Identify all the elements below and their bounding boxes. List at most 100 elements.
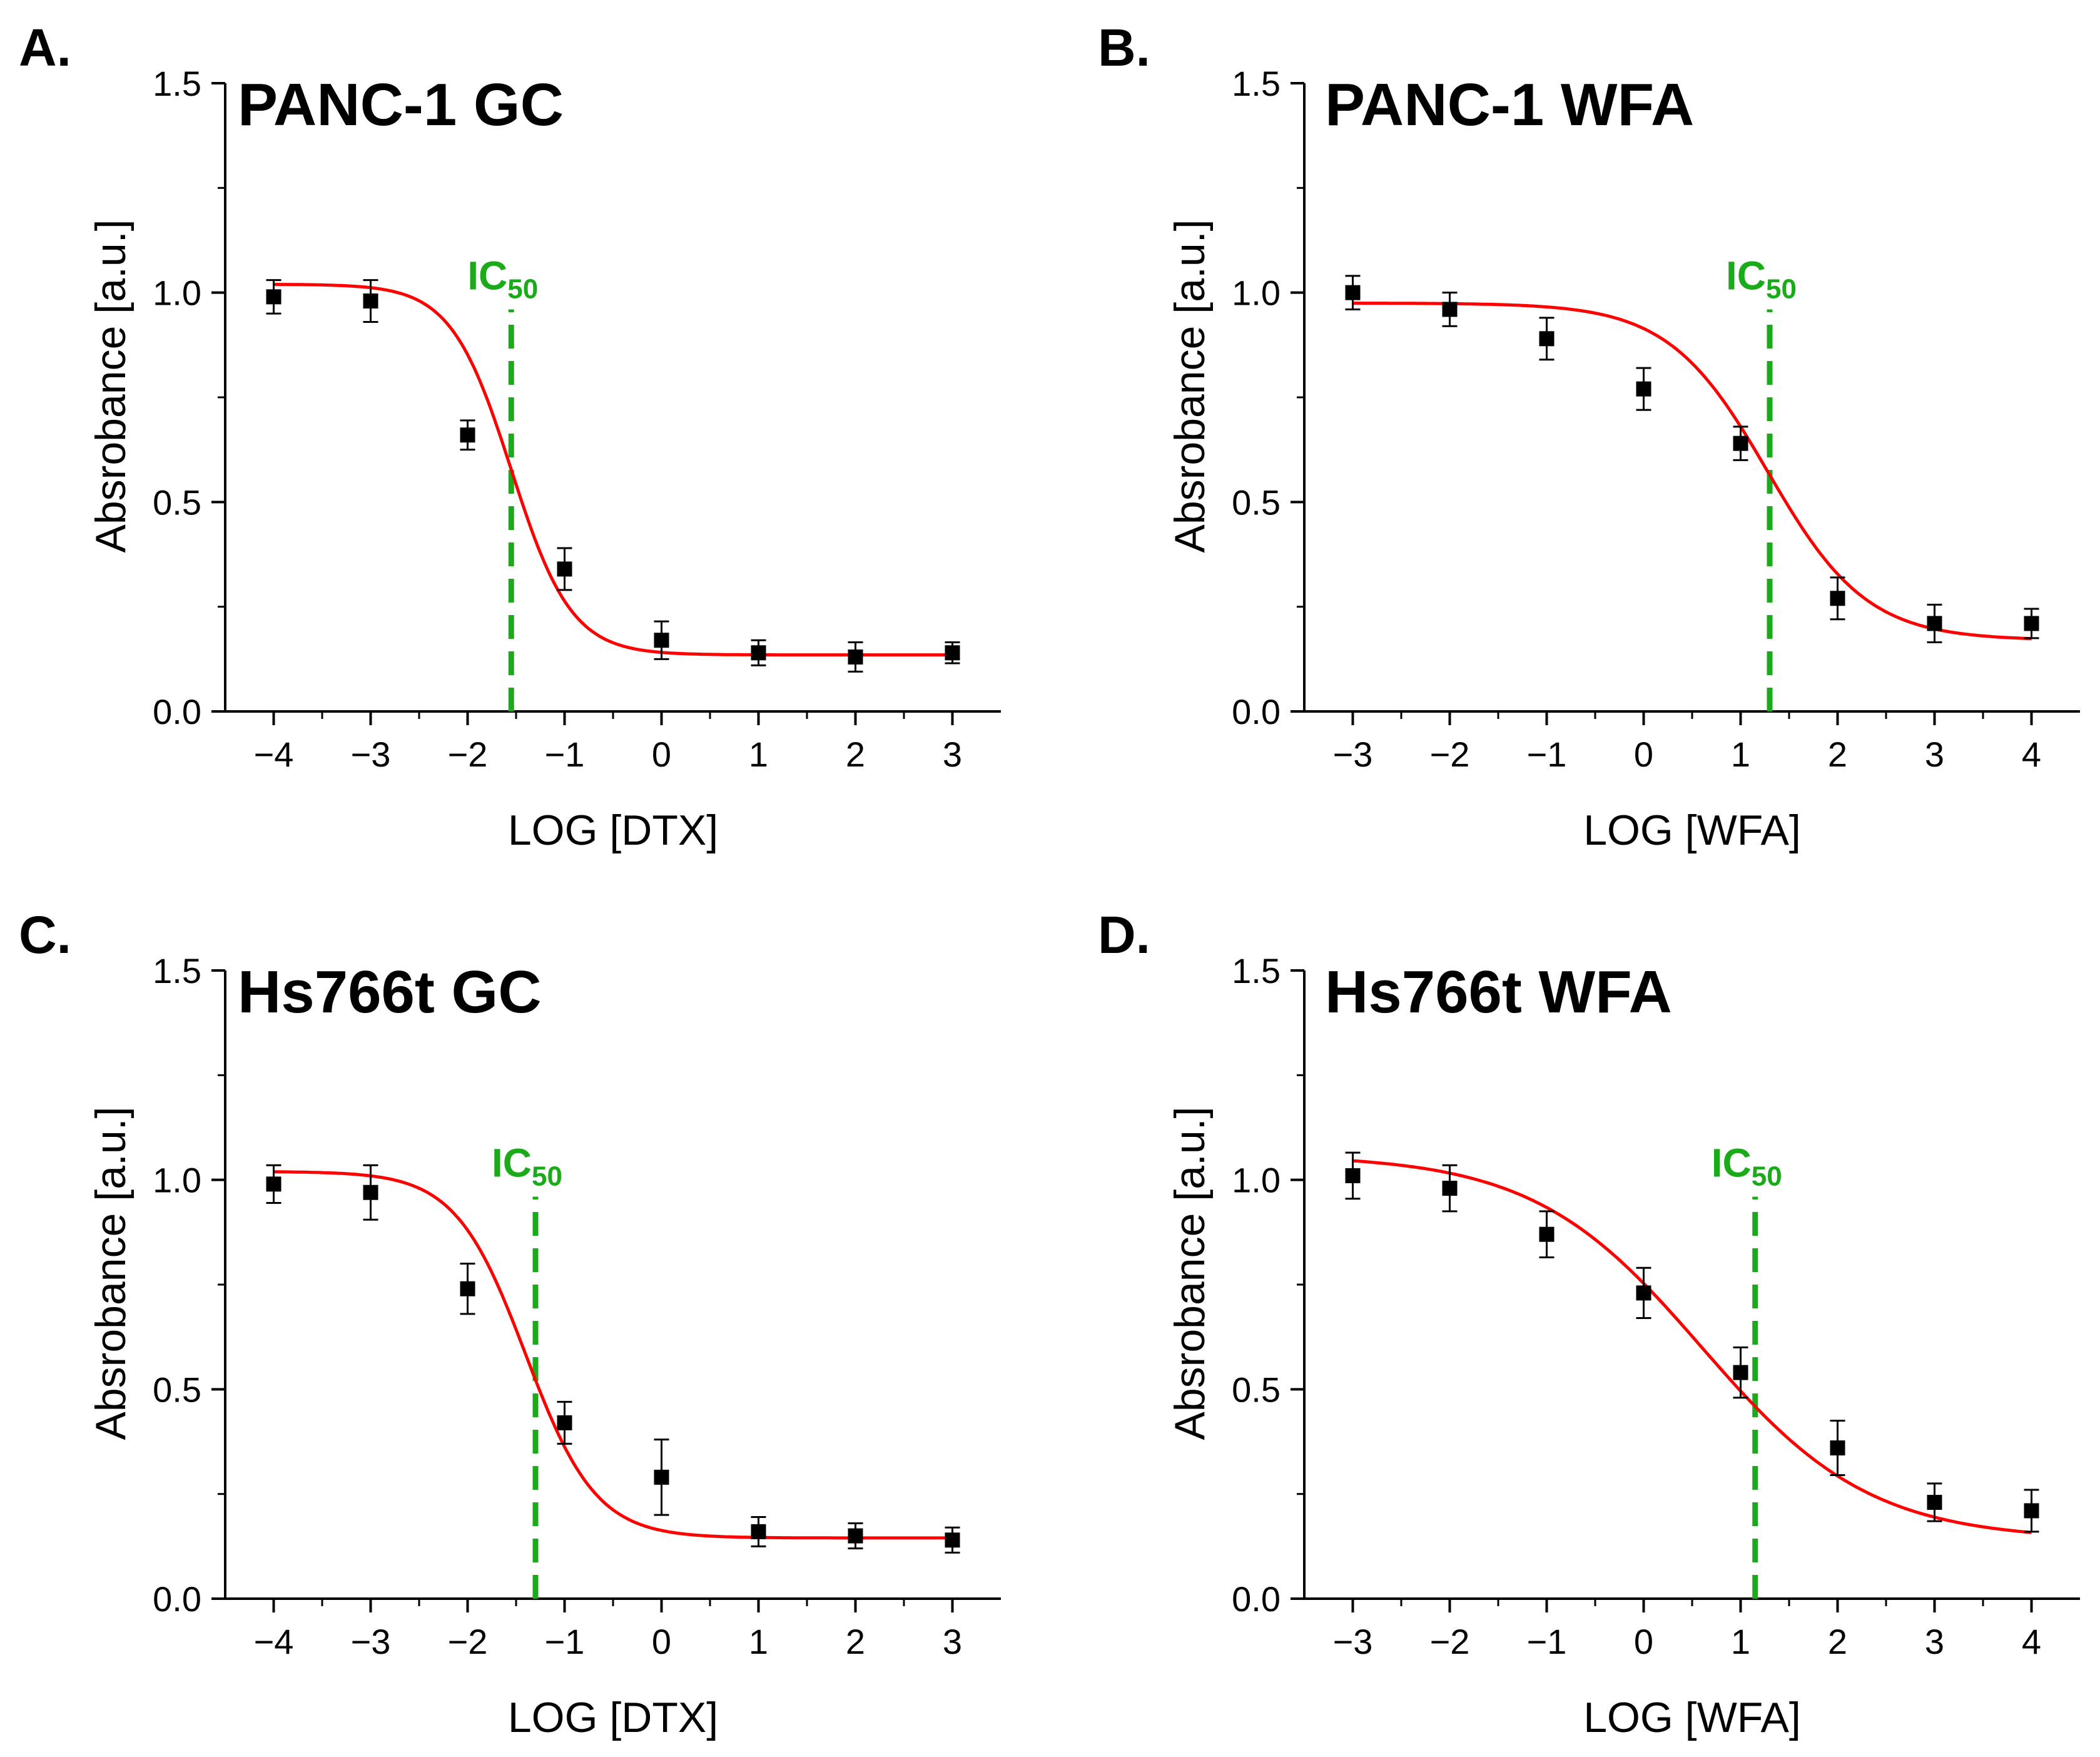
data-point xyxy=(1733,1365,1748,1380)
x-tick-label: −4 xyxy=(254,735,294,774)
y-tick-label: 0.5 xyxy=(1232,482,1281,522)
x-tick-label: 0 xyxy=(1634,1622,1653,1661)
x-tick-label: −3 xyxy=(351,1622,391,1661)
x-axis-label: LOG [WFA] xyxy=(1583,1694,1801,1741)
y-tick-label: 0.0 xyxy=(153,1579,201,1619)
x-tick-label: 3 xyxy=(943,1622,962,1661)
data-point xyxy=(654,633,669,648)
panel-letter: D. xyxy=(1098,905,1150,964)
y-tick-label: 0.0 xyxy=(1232,692,1281,731)
y-tick-label: 1.5 xyxy=(153,64,201,103)
fit-curve xyxy=(273,283,953,657)
x-tick-label: 3 xyxy=(1925,1622,1944,1661)
y-tick-label: 0.0 xyxy=(153,692,201,731)
data-point xyxy=(848,1528,863,1544)
y-tick-label: 0.0 xyxy=(1232,1579,1281,1619)
y-axis-label: Absrobance [a.u.] xyxy=(87,219,134,553)
panel-title: Hs766t WFA xyxy=(1325,959,1672,1026)
x-tick-label: 2 xyxy=(1828,1622,1847,1661)
y-tick-label: 0.5 xyxy=(1232,1370,1281,1409)
data-point xyxy=(1733,435,1748,451)
x-tick-label: 0 xyxy=(652,1622,671,1661)
y-tick-label: 1.0 xyxy=(153,273,201,313)
x-tick-label: −2 xyxy=(448,1622,488,1661)
data-point xyxy=(2024,616,2039,631)
data-point xyxy=(1442,302,1458,317)
x-tick-label: 1 xyxy=(749,1622,768,1661)
data-point xyxy=(1442,1181,1458,1196)
fit-curve xyxy=(273,1170,953,1540)
y-tick-label: 1.0 xyxy=(1232,1161,1281,1200)
panel-title: PANC-1 GC xyxy=(238,71,564,138)
data-point xyxy=(363,1184,378,1200)
panel-d: D. Hs766t WFA LOG [WFA] Absrobance [a.u.… xyxy=(1098,905,2080,1741)
data-point xyxy=(1636,1285,1651,1301)
fit-curve xyxy=(1352,302,2032,641)
y-axis-label: Absrobance [a.u.] xyxy=(87,1106,134,1440)
x-tick-label: 2 xyxy=(1828,735,1847,774)
x-tick-label: 1 xyxy=(1731,735,1750,774)
panel-letter: C. xyxy=(19,905,71,964)
y-tick-label: 0.5 xyxy=(153,1370,201,1409)
data-point xyxy=(1927,616,1942,631)
x-tick-label: 4 xyxy=(2022,735,2041,774)
data-point xyxy=(557,561,572,577)
data-point xyxy=(1927,1495,1942,1510)
x-tick-label: 3 xyxy=(1925,735,1944,774)
panel-letter: A. xyxy=(19,18,71,77)
panel-c: C. Hs766t GC LOG [DTX] Absrobance [a.u.]… xyxy=(19,905,1001,1741)
x-tick-label: −1 xyxy=(545,1622,585,1661)
y-tick-label: 0.5 xyxy=(153,482,201,522)
x-tick-label: −4 xyxy=(254,1622,294,1661)
data-point xyxy=(1539,331,1555,347)
x-tick-label: −2 xyxy=(1430,1622,1470,1661)
ic50-label: IC50 xyxy=(1726,253,1797,304)
x-tick-label: −2 xyxy=(1430,735,1470,774)
data-point xyxy=(1636,381,1651,397)
ic50-label: IC50 xyxy=(1712,1140,1782,1191)
data-point xyxy=(460,427,475,443)
y-tick-label: 1.0 xyxy=(153,1161,201,1200)
data-point xyxy=(1830,1440,1845,1456)
y-axis-label: Absrobance [a.u.] xyxy=(1166,219,1214,553)
x-axis-label: LOG [WFA] xyxy=(1583,807,1801,854)
data-point xyxy=(1830,591,1845,606)
x-tick-label: −3 xyxy=(351,735,391,774)
x-tick-label: 3 xyxy=(943,735,962,774)
x-tick-label: −1 xyxy=(1527,1622,1567,1661)
panel-letter: B. xyxy=(1098,18,1150,77)
data-point xyxy=(1345,1168,1361,1183)
y-tick-label: 1.0 xyxy=(1232,273,1281,313)
panel-title: Hs766t GC xyxy=(238,959,542,1026)
data-point xyxy=(266,289,282,305)
data-point xyxy=(945,1532,960,1548)
x-axis-label: LOG [DTX] xyxy=(508,807,718,854)
data-point xyxy=(848,649,863,665)
ic50-label: IC50 xyxy=(467,253,538,304)
data-point xyxy=(751,645,766,661)
ic50-label: IC50 xyxy=(492,1140,562,1191)
x-tick-label: 4 xyxy=(2022,1622,2041,1661)
x-tick-label: −3 xyxy=(1333,735,1373,774)
data-point xyxy=(1345,285,1361,300)
data-point xyxy=(266,1176,282,1192)
x-tick-label: −1 xyxy=(545,735,585,774)
x-tick-label: 2 xyxy=(846,735,865,774)
x-axis-label: LOG [DTX] xyxy=(508,1694,718,1741)
x-tick-label: −1 xyxy=(1527,735,1567,774)
x-tick-label: 2 xyxy=(846,1622,865,1661)
panel-title: PANC-1 WFA xyxy=(1325,71,1694,138)
data-point xyxy=(751,1524,766,1539)
data-point xyxy=(945,645,960,661)
x-tick-label: −3 xyxy=(1333,1622,1373,1661)
y-tick-label: 1.5 xyxy=(1232,64,1281,103)
x-tick-label: 1 xyxy=(749,735,768,774)
panel-a: A. PANC-1 GC LOG [DTX] Absrobance [a.u.]… xyxy=(19,18,1001,854)
panel-b: B. PANC-1 WFA LOG [WFA] Absrobance [a.u.… xyxy=(1098,18,2080,854)
fit-curve xyxy=(1352,1159,2032,1534)
y-tick-label: 1.5 xyxy=(153,951,201,991)
y-tick-label: 1.5 xyxy=(1232,951,1281,991)
data-point xyxy=(654,1469,669,1485)
data-point xyxy=(363,293,378,309)
